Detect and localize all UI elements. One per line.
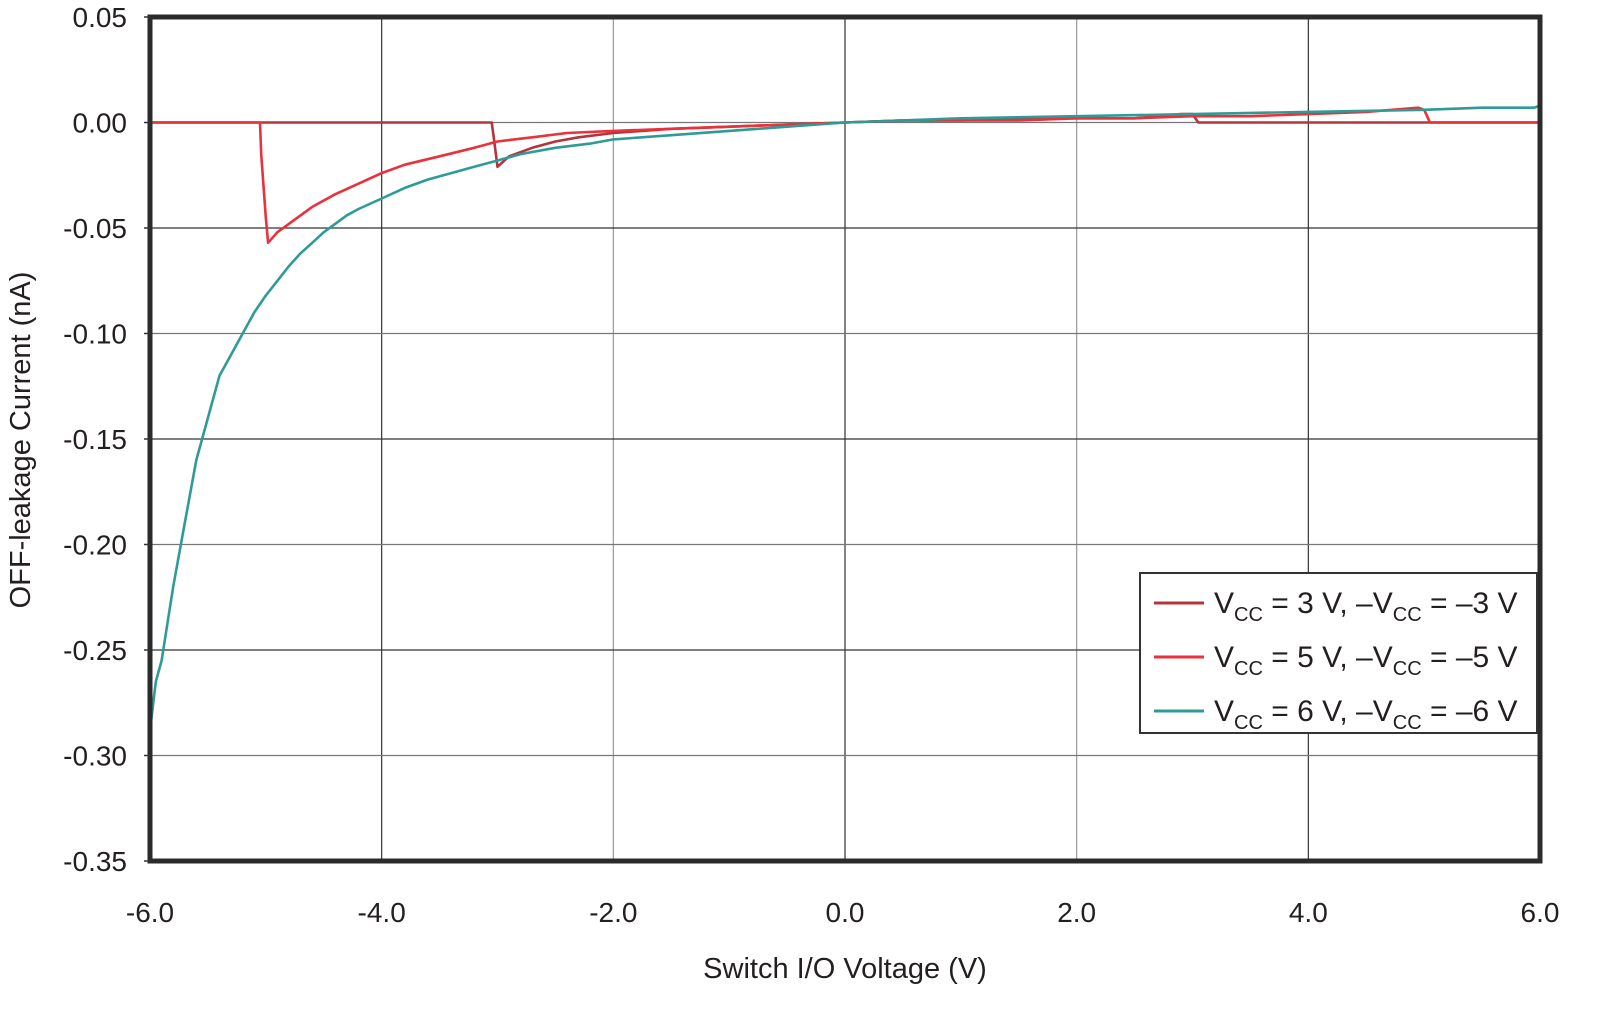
series-line-2 xyxy=(150,106,1540,245)
y-tick-label: -0.05 xyxy=(63,213,127,244)
x-tick-label: -2.0 xyxy=(589,897,637,928)
data-series xyxy=(148,104,1541,731)
x-tick-label: 0.0 xyxy=(826,897,865,928)
grid-lines xyxy=(150,17,1540,861)
legend-label: VCC = 6 V, –VCC = –6 V xyxy=(1214,695,1518,734)
y-tick-label: -0.15 xyxy=(63,424,127,455)
y-tick-label: -0.30 xyxy=(63,741,127,772)
x-tick-label: 6.0 xyxy=(1521,897,1560,928)
legend-label: VCC = 3 V, –VCC = –3 V xyxy=(1214,587,1518,626)
y-tick-label: 0.00 xyxy=(73,108,128,139)
x-tick-label: -6.0 xyxy=(126,897,174,928)
legend-label: VCC = 5 V, –VCC = –5 V xyxy=(1214,641,1518,680)
y-tick-label: -0.20 xyxy=(63,530,127,561)
x-axis-title: Switch I/O Voltage (V) xyxy=(703,953,987,985)
x-tick-label: -4.0 xyxy=(358,897,406,928)
y-tick-label: 0.05 xyxy=(73,2,128,33)
y-tick-label: -0.10 xyxy=(63,319,127,350)
x-tick-label: 4.0 xyxy=(1289,897,1328,928)
y-tick-label: -0.35 xyxy=(63,846,127,877)
y-tick-label: -0.25 xyxy=(63,635,127,666)
axis-ticks: -6.0 -4.0 -2.0 0.0 2.0 4.0 6.0 0.05 0.00 -0.05 -0.… xyxy=(63,2,1559,928)
legend: VCC = 3 V, –VCC = –3 V VCC = 5 V, –VCC = … xyxy=(1139,572,1538,734)
legend-box xyxy=(1139,572,1538,734)
y-axis-title: OFF-leakage Current (nA) xyxy=(5,272,37,609)
series-line-3 xyxy=(148,104,1541,731)
x-tick-label: 2.0 xyxy=(1057,897,1096,928)
